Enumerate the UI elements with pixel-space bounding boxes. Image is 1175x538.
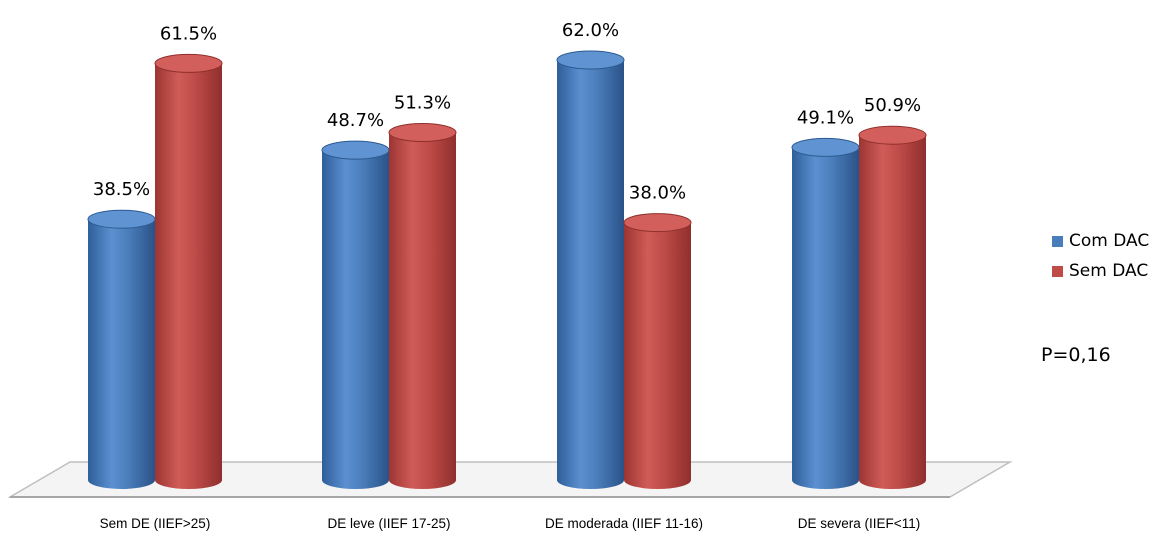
category-label-de-severa-iief-11: DE severa (IIEF<11) bbox=[798, 516, 920, 531]
legend-item-com-dac: Com DAC bbox=[1052, 226, 1149, 256]
legend-swatch-com-dac bbox=[1052, 235, 1063, 247]
data-label-sem-dac-sem-de-iief-25: 61.5% bbox=[160, 23, 217, 44]
bar-com-dac-de-severa-iief-11 bbox=[791, 137, 860, 490]
category-label-de-moderada-iief-11-16: DE moderada (IIEF 11-16) bbox=[545, 516, 703, 531]
data-label-sem-dac-de-leve-iief-17-25: 51.3% bbox=[394, 92, 451, 113]
legend-swatch-sem-dac bbox=[1052, 265, 1063, 277]
legend-label-sem-dac: Sem DAC bbox=[1069, 261, 1149, 281]
legend: Com DAC Sem DAC bbox=[1052, 226, 1149, 286]
data-label-com-dac-sem-de-iief-25: 38.5% bbox=[93, 179, 150, 200]
data-label-sem-dac-de-severa-iief-11: 50.9% bbox=[864, 95, 921, 116]
bar-sem-dac-sem-de-iief-25 bbox=[154, 53, 223, 490]
bar-com-dac-sem-de-iief-25 bbox=[87, 209, 156, 489]
legend-label-com-dac: Com DAC bbox=[1069, 231, 1150, 251]
data-label-com-dac-de-leve-iief-17-25: 48.7% bbox=[327, 110, 384, 131]
bar-sem-dac-de-leve-iief-17-25 bbox=[388, 122, 457, 489]
data-label-com-dac-de-moderada-iief-11-16: 62.0% bbox=[562, 20, 619, 41]
legend-item-sem-dac: Sem DAC bbox=[1052, 256, 1149, 286]
bar-sem-dac-de-moderada-iief-11-16 bbox=[623, 213, 692, 490]
bar-com-dac-de-moderada-iief-11-16 bbox=[556, 50, 625, 489]
data-label-com-dac-de-severa-iief-11: 49.1% bbox=[797, 107, 854, 128]
bar-com-dac-de-leve-iief-17-25 bbox=[321, 140, 390, 489]
category-label-de-leve-iief-17-25: DE leve (IIEF 17-25) bbox=[327, 516, 450, 531]
p-value-annotation: P=0,16 bbox=[1041, 344, 1111, 366]
bar-sem-dac-de-severa-iief-11 bbox=[858, 125, 927, 489]
category-label-sem-de-iief-25: Sem DE (IIEF>25) bbox=[100, 516, 211, 531]
data-label-sem-dac-de-moderada-iief-11-16: 38.0% bbox=[629, 183, 686, 204]
